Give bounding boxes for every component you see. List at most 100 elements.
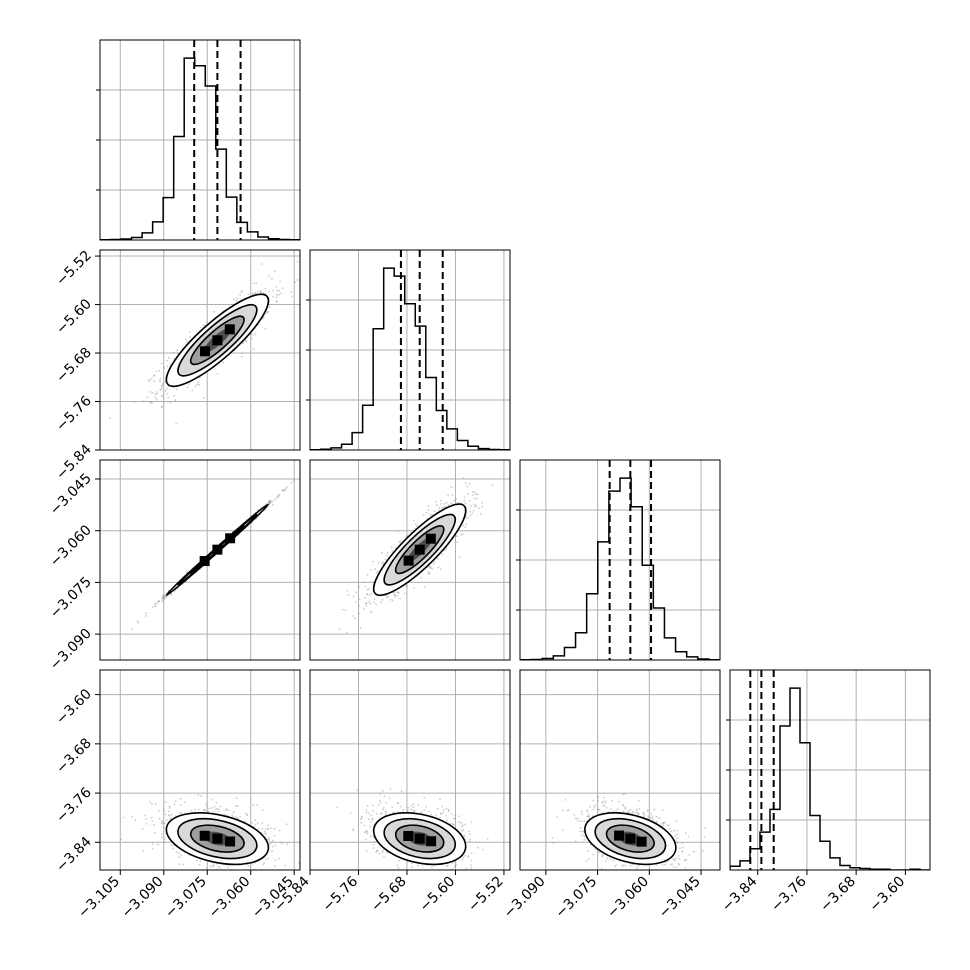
panel-3-1 bbox=[309, 669, 511, 877]
scatter-point bbox=[368, 812, 370, 815]
scatter-point bbox=[457, 875, 459, 877]
scatter-point bbox=[359, 818, 362, 821]
scatter-point bbox=[412, 803, 415, 805]
histogram-step bbox=[100, 57, 300, 240]
scatter-point bbox=[151, 606, 154, 608]
scatter-point bbox=[464, 482, 467, 484]
scatter-point bbox=[175, 422, 178, 425]
scatter-point bbox=[262, 863, 265, 866]
scatter-point bbox=[363, 581, 366, 583]
scatter-point bbox=[384, 558, 387, 561]
scatter-point bbox=[274, 270, 276, 273]
scatter-point bbox=[391, 549, 394, 552]
scatter-point bbox=[158, 817, 161, 820]
scatter-point bbox=[414, 523, 417, 525]
scatter-point bbox=[293, 478, 295, 481]
scatter-point bbox=[471, 512, 474, 515]
scatter-point bbox=[209, 865, 212, 868]
scatter-point bbox=[677, 862, 680, 865]
y-tick-label: −5.68 bbox=[53, 345, 95, 387]
scatter-point bbox=[683, 859, 686, 862]
scatter-point bbox=[151, 847, 154, 850]
scatter-point bbox=[173, 395, 175, 397]
scatter-point bbox=[585, 860, 588, 862]
scatter-point bbox=[235, 299, 238, 302]
scatter-point bbox=[194, 385, 197, 387]
density-peak bbox=[199, 556, 210, 567]
scatter-point bbox=[267, 311, 269, 313]
scatter-point bbox=[370, 592, 373, 595]
scatter-point bbox=[621, 865, 624, 868]
scatter-point bbox=[158, 809, 160, 812]
scatter-point bbox=[394, 594, 397, 597]
scatter-point bbox=[371, 560, 374, 563]
scatter-point bbox=[153, 823, 155, 826]
scatter-point bbox=[352, 828, 355, 830]
scatter-point bbox=[643, 815, 645, 818]
scatter-point bbox=[267, 857, 269, 860]
scatter-point bbox=[162, 593, 165, 596]
scatter-point bbox=[232, 811, 235, 814]
scatter-point bbox=[628, 811, 630, 814]
scatter-point bbox=[372, 843, 375, 846]
scatter-point bbox=[622, 864, 625, 866]
scatter-point bbox=[425, 805, 428, 808]
panel-frame bbox=[309, 249, 511, 451]
scatter-point bbox=[176, 352, 179, 355]
scatter-point bbox=[581, 830, 584, 833]
scatter-point bbox=[678, 855, 680, 857]
scatter-point bbox=[274, 865, 276, 868]
scatter-point bbox=[651, 815, 653, 817]
histogram-step bbox=[520, 477, 720, 660]
scatter-point bbox=[611, 799, 614, 802]
scatter-point bbox=[399, 539, 402, 542]
scatter-point bbox=[240, 291, 243, 294]
scatter-point bbox=[244, 339, 247, 342]
x-tick-label: −3.075 bbox=[162, 874, 210, 922]
scatter-point bbox=[197, 381, 200, 384]
scatter-point bbox=[338, 628, 341, 631]
scatter-point bbox=[586, 815, 589, 818]
scatter-point bbox=[366, 593, 369, 596]
scatter-point bbox=[411, 862, 413, 865]
scatter-point bbox=[467, 493, 469, 495]
scatter-point bbox=[176, 349, 179, 352]
scatter-point bbox=[198, 383, 200, 386]
scatter-point bbox=[259, 291, 261, 294]
scatter-point bbox=[365, 831, 368, 834]
panel-frame bbox=[309, 459, 511, 661]
scatter-point bbox=[649, 812, 652, 815]
scatter-point bbox=[168, 814, 171, 816]
y-tick-label: −3.84 bbox=[53, 834, 95, 876]
scatter-point bbox=[155, 398, 158, 401]
scatter-point bbox=[677, 876, 679, 878]
scatter-point bbox=[275, 286, 278, 288]
scatter-point bbox=[245, 812, 247, 815]
scatter-point bbox=[398, 541, 400, 543]
scatter-point bbox=[427, 505, 430, 507]
x-tick-label: −5.76 bbox=[320, 873, 362, 915]
scatter-point bbox=[374, 568, 376, 571]
scatter-point bbox=[370, 841, 373, 844]
scatter-point bbox=[445, 548, 447, 551]
scatter-point bbox=[405, 535, 408, 538]
scatter-point bbox=[271, 500, 273, 503]
scatter-point bbox=[664, 821, 666, 824]
scatter-point bbox=[232, 815, 235, 818]
scatter-point bbox=[166, 387, 168, 390]
scatter-point bbox=[433, 510, 436, 512]
scatter-point bbox=[268, 306, 271, 309]
scatter-point bbox=[232, 873, 234, 875]
scatter-point bbox=[446, 819, 448, 822]
scatter-point bbox=[602, 805, 604, 807]
scatter-point bbox=[278, 494, 281, 497]
scatter-point bbox=[467, 856, 470, 858]
scatter-point bbox=[462, 829, 465, 831]
scatter-point bbox=[211, 798, 214, 801]
scatter-point bbox=[574, 817, 577, 820]
density-peak bbox=[625, 833, 636, 844]
scatter-point bbox=[280, 842, 283, 845]
scatter-point bbox=[202, 809, 205, 812]
scatter-point bbox=[277, 496, 280, 499]
scatter-point bbox=[592, 808, 595, 811]
